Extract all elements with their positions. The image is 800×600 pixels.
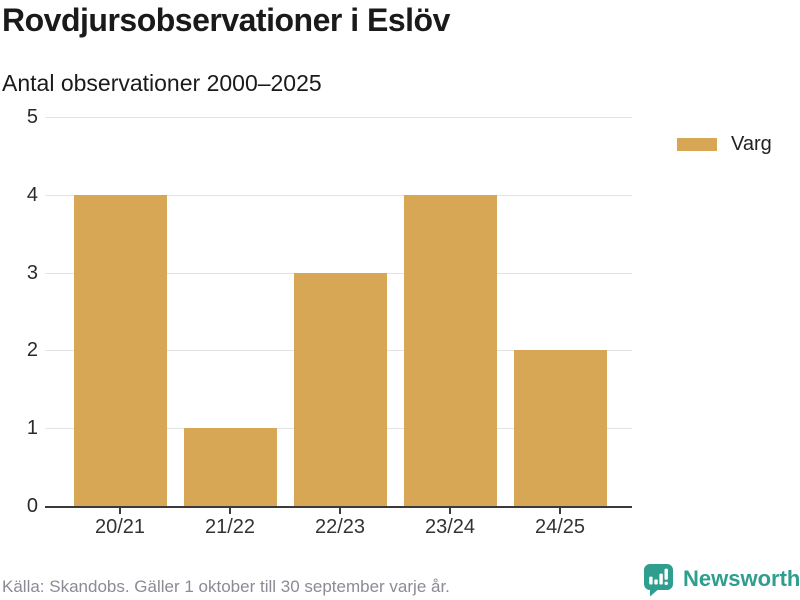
x-axis-tick <box>229 508 231 514</box>
bar <box>513 350 607 506</box>
brand-logo: Newsworthy <box>643 563 800 597</box>
source-note: Källa: Skandobs. Gäller 1 oktober till 3… <box>2 577 450 596</box>
y-tick-label: 1 <box>26 417 38 440</box>
y-tick-label: 3 <box>26 261 38 284</box>
bar <box>183 428 277 506</box>
y-tick-label: 2 <box>26 339 38 362</box>
x-tick-label: 22/23 <box>314 516 366 538</box>
legend: Varg <box>677 133 772 156</box>
x-tick-label: 23/24 <box>424 516 476 538</box>
gridline <box>45 117 632 118</box>
brand-name: Newsworthy <box>683 566 800 591</box>
legend-swatch-varg <box>677 138 717 151</box>
x-tick-label: 21/22 <box>204 516 256 538</box>
gridline <box>45 194 632 196</box>
y-tick-label: 4 <box>26 183 38 206</box>
y-tick-label: 0 <box>26 495 38 517</box>
x-tick-label: 24/25 <box>534 516 586 538</box>
bar <box>293 272 387 506</box>
bar <box>73 194 167 506</box>
x-axis-tick <box>449 508 451 514</box>
legend-label-varg: Varg <box>731 133 772 155</box>
bar <box>403 194 497 506</box>
x-tick-label: 20/21 <box>94 516 146 538</box>
chart-title: Rovdjursobservationer i Eslöv <box>2 2 450 38</box>
newsworthy-icon <box>644 564 673 597</box>
x-axis-line <box>45 505 632 508</box>
x-axis-tick <box>119 508 121 514</box>
chart-subtitle: Antal observationer 2000–2025 <box>2 70 322 96</box>
x-axis-tick <box>559 508 561 514</box>
x-axis-tick <box>339 508 341 514</box>
y-tick-label: 5 <box>26 106 38 128</box>
